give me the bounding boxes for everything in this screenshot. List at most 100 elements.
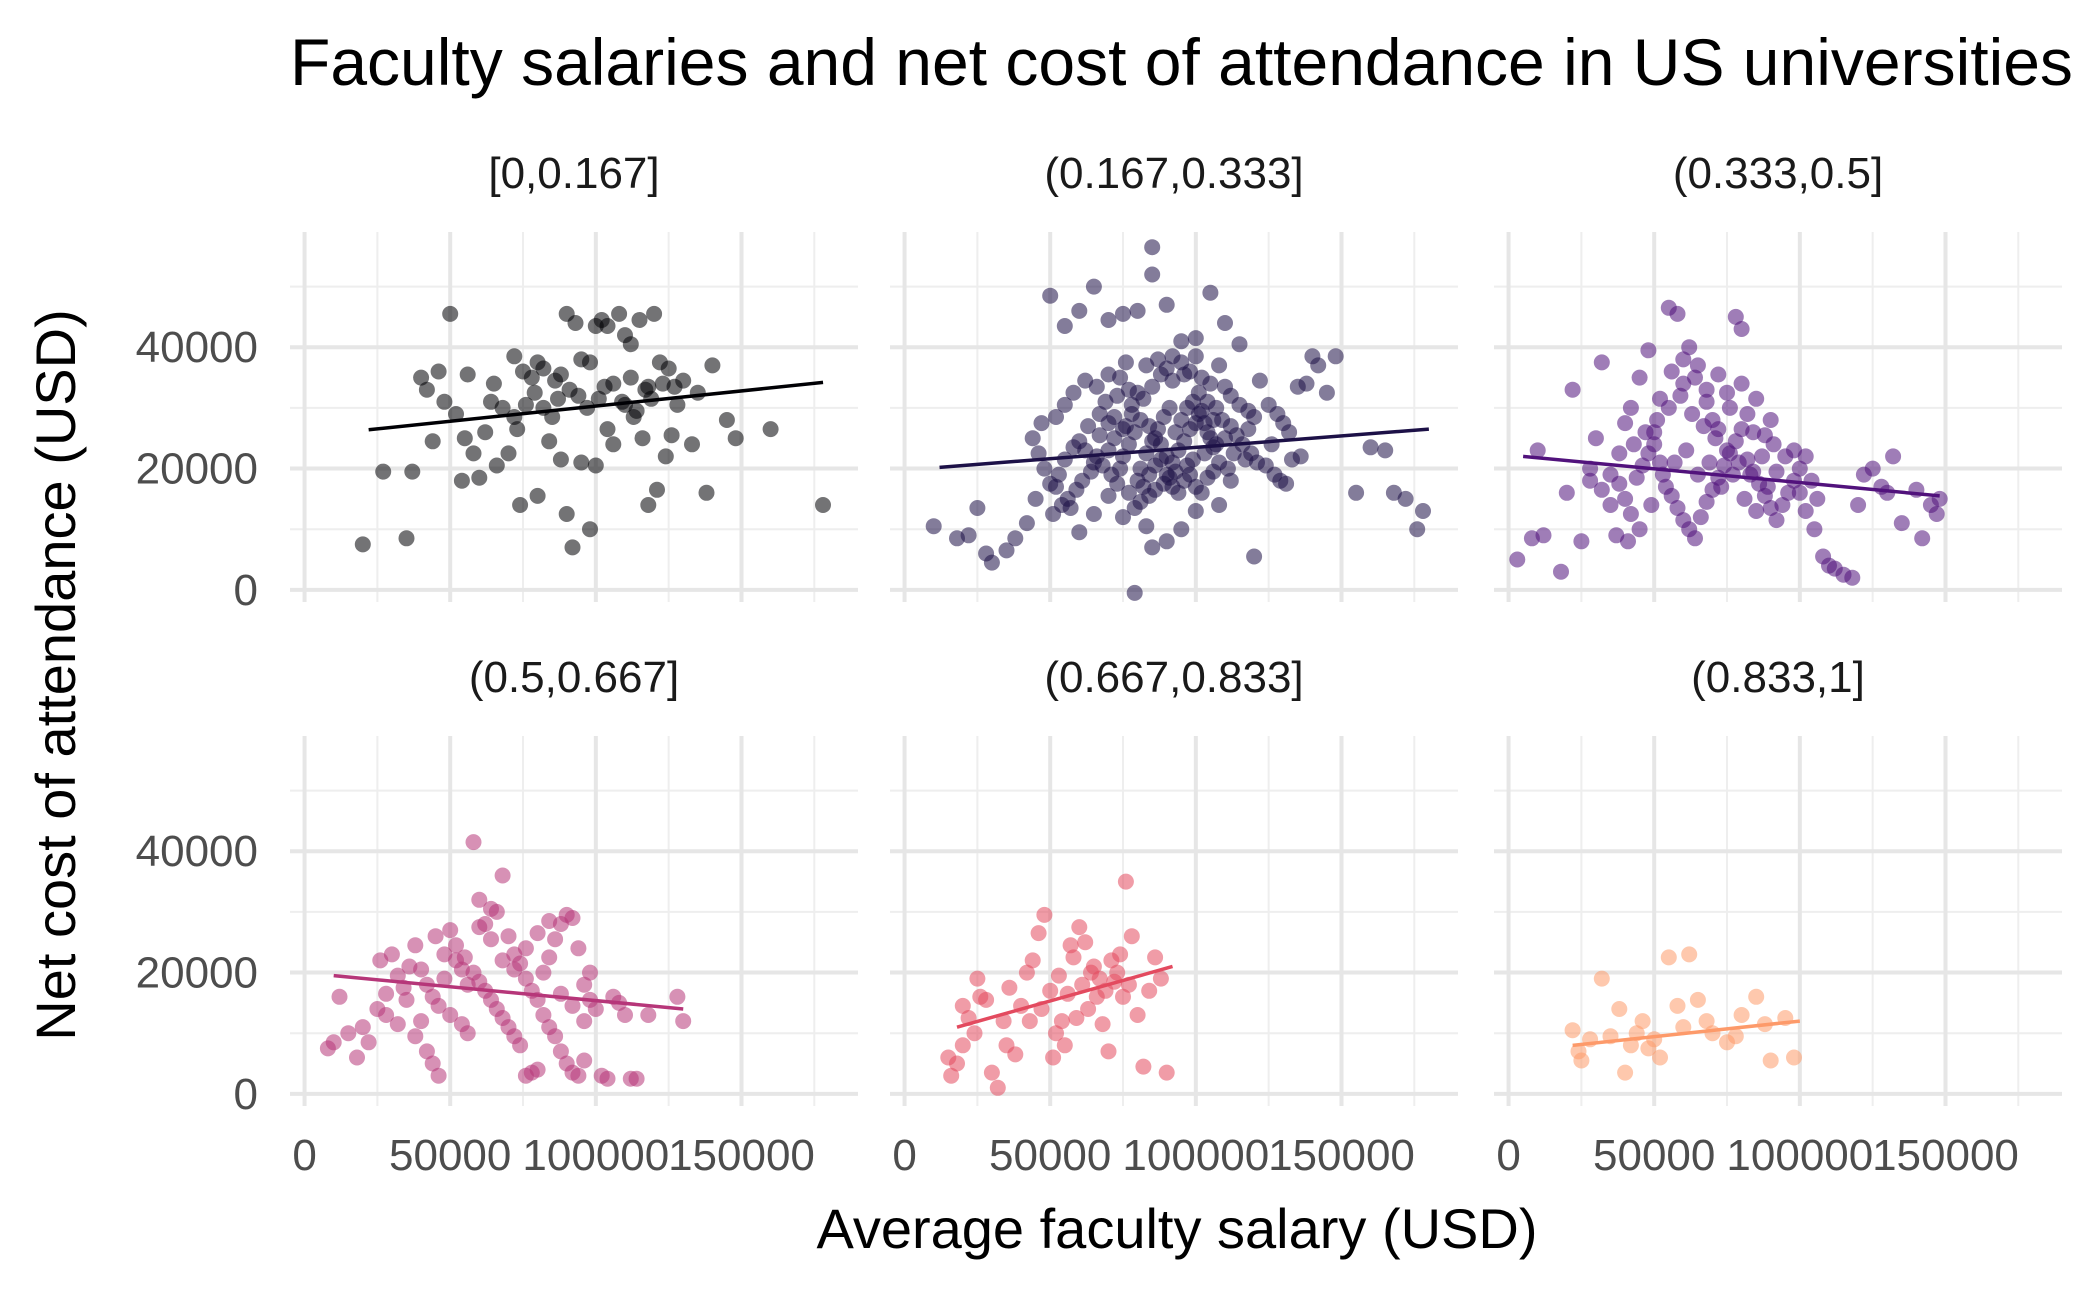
trend-line [939,427,1430,470]
data-point [1803,472,1820,489]
y-tick-label: 40000 [136,827,258,876]
data-point [983,554,1000,571]
data-point [1144,239,1161,256]
data-point [1628,469,1645,486]
data-point [1144,539,1161,556]
data-point [1080,418,1097,435]
data-point [660,360,677,377]
data-point [360,1034,377,1051]
data-point [1053,1013,1070,1030]
data-point [573,454,590,471]
data-point [1893,515,1910,532]
trend-line [956,964,1174,1029]
data-point [436,393,453,410]
data-point [1112,369,1129,386]
data-point [1144,433,1161,450]
data-point [349,1049,365,1066]
y-tick-label: 0 [234,1070,258,1119]
data-point [1263,436,1280,453]
data-point [576,976,593,993]
data-point [1123,928,1140,945]
data-point [471,919,488,936]
x-tick-label: 50000 [1593,1131,1715,1180]
data-point [485,375,502,392]
data-point [378,985,395,1002]
data-point [398,991,415,1008]
data-point [1681,946,1698,963]
data-point [1698,1013,1715,1030]
data-point [413,369,430,386]
data-point [1622,399,1639,416]
data-point [1587,430,1604,447]
data-point [1080,1001,1097,1017]
data-point [1170,484,1187,501]
data-point [459,366,476,383]
data-point [541,433,558,450]
data-point [1666,454,1683,471]
data-point [1182,466,1198,483]
data-point [517,396,534,413]
data-point [1219,460,1236,477]
data-point [424,433,441,450]
data-point [430,1067,447,1084]
data-point [506,961,523,978]
data-point [500,928,517,945]
facet-panel: [0,0.167] 0 20000 40000 [136,149,858,615]
data-point [535,1007,552,1023]
data-point [570,387,587,404]
data-point [998,542,1015,559]
data-point [1071,524,1088,541]
data-point [1409,521,1426,538]
data-point [954,1037,971,1054]
data-point [1652,454,1668,471]
data-point [640,497,657,513]
data-point [949,1055,965,1072]
data-point [541,949,558,966]
y-tick-label: 0 [234,566,258,615]
data-point [966,1025,983,1042]
data-point [1187,348,1204,365]
data-point [1030,925,1047,942]
data-point [547,931,564,948]
data-point [1689,991,1706,1008]
data-point [954,997,971,1014]
data-point [1167,424,1184,441]
data-point [1622,506,1639,522]
data-point [1529,442,1546,459]
data-point [1768,463,1785,480]
x-tick-label: 150000 [1872,1131,2019,1180]
data-point [1535,527,1552,544]
data-point [1202,375,1219,392]
x-tick-label: 0 [892,1131,916,1180]
data-point [1071,302,1088,319]
data-point [1689,357,1706,374]
data-point [1251,372,1268,389]
data-point [1914,530,1931,547]
data-point [1791,460,1808,477]
data-point [465,445,482,462]
data-point [1564,381,1581,398]
data-point [1027,490,1044,507]
data-point [1692,509,1709,526]
data-point [448,406,464,422]
y-axis-title: Net cost of attendance (USD) [24,309,87,1040]
data-point [1646,1031,1663,1048]
data-point [1202,284,1219,301]
data-point [1640,342,1657,359]
data-point [1844,569,1861,586]
data-point [1573,533,1590,550]
data-point [1759,478,1776,495]
data-point [1036,460,1053,477]
data-point [1085,506,1102,522]
data-point [622,369,639,386]
data-point [960,527,977,544]
data-point [1106,430,1123,447]
data-point [640,1007,657,1023]
data-point [535,360,552,377]
data-point [1094,1016,1111,1033]
data-point [1687,530,1703,547]
data-point [989,1079,1006,1096]
facet-strip-label: (0.833,1] [1691,653,1865,702]
data-point [1631,521,1648,538]
